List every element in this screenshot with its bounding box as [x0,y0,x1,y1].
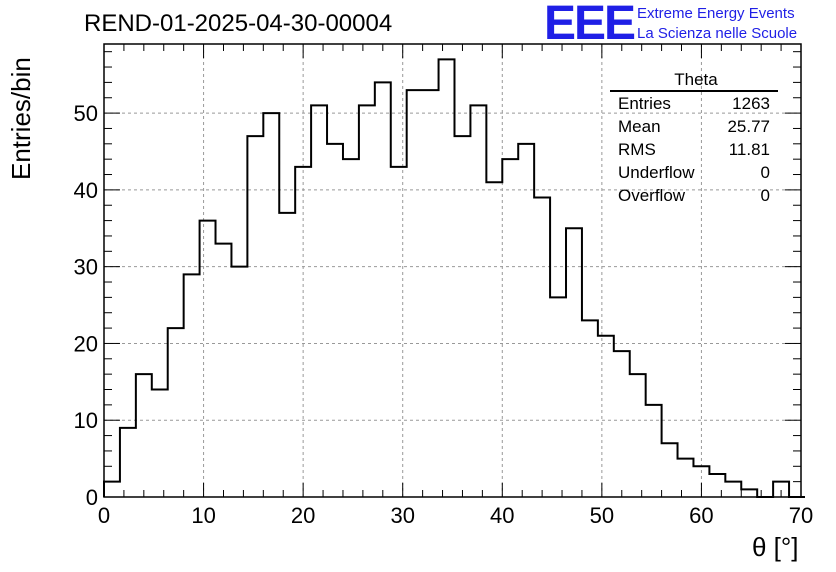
stats-row: Underflow 0 [610,161,778,184]
histogram-bin [678,459,694,497]
x-tick-label: 10 [191,503,215,528]
y-tick-label: 50 [74,101,98,126]
histogram-bin [359,105,375,497]
y-tick-label: 0 [86,485,98,510]
histogram-bin [550,297,566,497]
x-tick-label: 70 [789,503,813,528]
stats-value: 0 [760,163,770,182]
histogram-bin [168,328,184,497]
y-tick-label: 10 [74,408,98,433]
stats-label: RMS [618,140,656,159]
x-tick-label: 50 [590,503,614,528]
x-tick-label: 60 [689,503,713,528]
histogram-bin [486,182,502,497]
histogram-bin [184,274,200,497]
histogram-bin [120,428,136,497]
stats-row: Entries 1263 [610,92,778,115]
stats-box: Theta Entries 1263 Mean 25.77 RMS 11.81 Underf… [610,70,778,207]
logo-caption-line1: Extreme Energy Events [637,5,795,22]
stats-row: RMS 11.81 [610,138,778,161]
histogram-bin [566,228,582,497]
histogram-bin [582,320,598,497]
histogram-bin [725,482,741,497]
stats-label: Entries [618,94,671,113]
x-tick-label: 30 [390,503,414,528]
histogram-bin [470,105,486,497]
y-tick-label: 20 [74,331,98,356]
chart-title: REND-01-2025-04-30-00004 [84,10,393,37]
stats-label: Overflow [618,186,686,205]
histogram-bin [104,482,120,497]
histogram-bin [407,90,423,497]
eee-logo: EEE [544,0,636,50]
stats-label: Mean [618,117,661,136]
plot-frame [103,43,802,498]
histogram-steps [103,58,805,498]
stats-row: Overflow 0 [610,184,778,207]
stats-value: 1263 [732,94,770,113]
histogram-bin [502,159,518,497]
histogram-bin [741,489,757,497]
histogram-bin [662,443,678,497]
stats-row: Mean 25.77 [610,115,778,138]
histogram-bin [136,374,152,497]
logo-caption-line2: La Scienza nelle Scuole [637,25,798,42]
stats-value: 25.77 [727,117,770,136]
histogram-bin [279,213,295,497]
histogram-bin [709,474,725,497]
y-tick-label: 30 [74,255,98,280]
histogram-bin [247,136,263,497]
histogram-bin [327,144,343,497]
histogram-bin [773,482,789,497]
stats-value: 11.81 [728,140,770,159]
y-axis-label: Entries/bin [6,57,36,180]
logo-caption: Extreme Energy Events La Scienza nelle S… [637,4,797,44]
histogram-bin [263,113,279,497]
stats-title: Theta [610,70,778,92]
histogram-bin [423,90,439,497]
histogram-bin [534,198,550,497]
histogram-bin [693,466,709,497]
histogram-bin [630,374,646,497]
histogram-bin [454,136,470,497]
histogram-bin [439,59,455,497]
histogram-bin [391,167,407,497]
histogram-bin [200,221,216,497]
histogram-bin [614,351,630,497]
histogram-bin [152,390,168,497]
x-tick-label: 20 [291,503,315,528]
x-tick-label: 0 [98,503,110,528]
x-axis-label: θ [°] [752,532,799,562]
histogram-bin [598,336,614,497]
y-tick-label: 40 [74,178,98,203]
histogram-bin [646,405,662,497]
histogram-bin [343,159,359,497]
stats-value: 0 [760,186,770,205]
histogram-bin [375,82,391,497]
histogram-bin [518,144,534,497]
stats-label: Underflow [618,163,695,182]
histogram-bin [311,105,327,497]
x-tick-label: 40 [490,503,514,528]
histogram-bin [216,244,232,497]
histogram-bin [231,267,247,497]
histogram-bin [295,167,311,497]
